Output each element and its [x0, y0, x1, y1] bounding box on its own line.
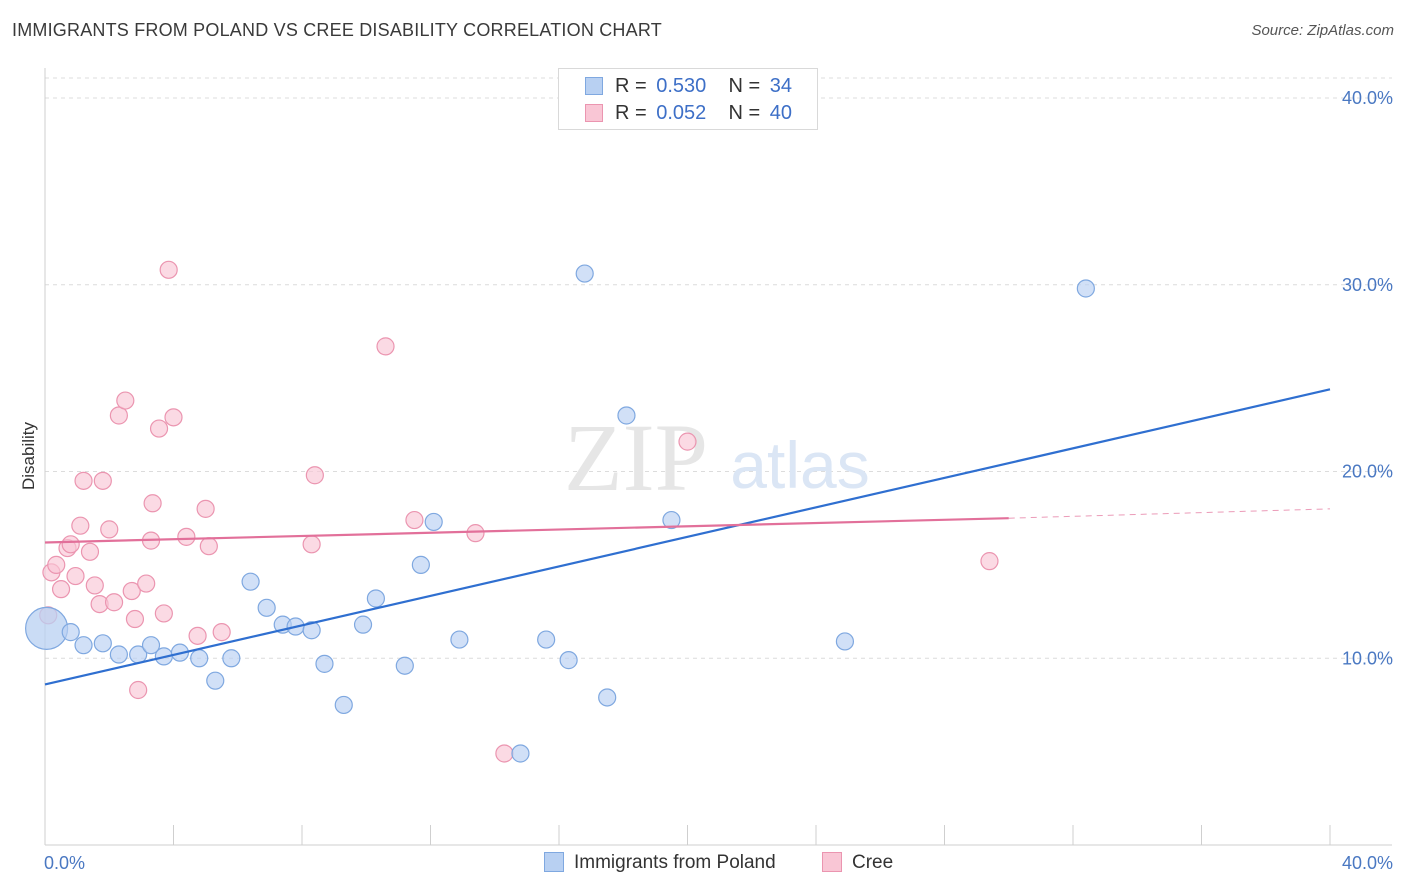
series-swatch-cree: [822, 852, 842, 872]
poland-point: [241, 572, 260, 591]
cree-point: [137, 574, 156, 593]
poland-point: [302, 621, 321, 640]
poland-point: [206, 671, 225, 690]
poland-point: [575, 264, 594, 283]
poland-point: [353, 615, 373, 634]
poland-point: [598, 688, 617, 707]
cree-point: [125, 609, 145, 629]
cree-point: [100, 520, 119, 539]
correlation-legend: R = 0.530 N = 34 R = 0.052 N = 40: [558, 68, 818, 130]
cree-point: [159, 260, 178, 279]
cree-point: [495, 744, 514, 763]
cree-point: [61, 535, 80, 554]
source-label: Source: ZipAtlas.com: [1251, 22, 1394, 39]
poland-point: [222, 649, 241, 668]
poland-point: [662, 510, 681, 530]
x-tick-label: 40.0%: [1342, 853, 1393, 873]
poland-point: [93, 634, 112, 653]
cree-point: [85, 576, 104, 595]
x-tick-label: 0.0%: [44, 853, 85, 873]
legend-n-label: N =: [728, 75, 761, 97]
cree-point: [302, 535, 321, 554]
cree-point: [129, 680, 148, 700]
cree-point: [177, 527, 196, 546]
poland-point: [424, 512, 443, 532]
poland-point: [257, 598, 276, 617]
poland-point: [511, 744, 530, 763]
legend-r-value-cree: 0.052: [656, 102, 707, 124]
y-tick-label: 20.0%: [1342, 462, 1393, 482]
series-swatch-poland: [544, 852, 564, 872]
poland-point: [61, 623, 80, 642]
poland-point: [1076, 279, 1095, 298]
legend-n-value-cree: 40: [769, 102, 793, 124]
series-label-cree: Cree: [852, 852, 894, 873]
poland-point: [315, 654, 334, 673]
legend-row-cree: R = 0.052 N = 40: [585, 102, 792, 126]
poland-point: [25, 606, 69, 650]
cree-point: [678, 432, 697, 451]
y-tick-label: 40.0%: [1342, 88, 1393, 108]
cree-point: [196, 499, 215, 518]
poland-trend-line: [44, 388, 1331, 686]
y-tick-label: 10.0%: [1342, 648, 1393, 668]
poland-point: [559, 651, 578, 670]
series-legend-cree: Cree: [822, 852, 893, 874]
watermark-zip: ZIP: [564, 404, 708, 511]
poland-point: [366, 589, 385, 608]
legend-row-poland: R = 0.530 N = 34: [585, 75, 792, 99]
cree-point: [93, 471, 112, 490]
cree-point: [116, 391, 135, 410]
cree-point: [47, 555, 66, 574]
cree-point: [405, 510, 424, 530]
legend-r-label: R =: [615, 102, 647, 124]
cree-point: [66, 566, 85, 586]
cree-trend-extension: [1008, 508, 1331, 519]
cree-point: [154, 604, 173, 623]
poland-point: [395, 656, 414, 675]
poland-point: [141, 636, 161, 655]
poland-point: [74, 636, 93, 655]
series-label-poland: Immigrants from Poland: [574, 852, 776, 873]
cree-point: [164, 408, 183, 427]
cree-point: [188, 626, 207, 645]
cree-point: [149, 419, 169, 438]
poland-point: [411, 555, 430, 574]
legend-swatch-poland: [585, 77, 603, 95]
watermark-atlas: atlas: [730, 428, 869, 502]
cree-point: [305, 466, 324, 485]
cree-point: [376, 337, 395, 356]
cree-point: [71, 516, 90, 535]
legend-r-value-poland: 0.530: [656, 75, 707, 97]
series-legend-poland: Immigrants from Poland: [544, 852, 776, 874]
cree-trend-line: [44, 517, 1009, 544]
cree-point: [199, 537, 218, 556]
poland-point: [835, 632, 855, 651]
y-tick-label: 30.0%: [1342, 275, 1393, 295]
poland-point: [537, 630, 556, 649]
y-axis-label: Disability: [19, 421, 38, 490]
legend-r-label: R =: [615, 75, 647, 97]
legend-n-value-poland: 34: [769, 75, 793, 97]
cree-point: [80, 542, 100, 561]
poland-point: [109, 645, 128, 664]
cree-point: [143, 494, 162, 513]
cree-point: [122, 581, 141, 601]
poland-point: [617, 406, 636, 425]
cree-point: [104, 593, 124, 612]
legend-swatch-cree: [585, 104, 603, 122]
cree-point: [212, 623, 231, 642]
cree-point: [74, 471, 93, 490]
poland-point: [190, 649, 209, 668]
poland-point: [450, 630, 469, 649]
cree-point: [466, 524, 485, 543]
cree-point: [51, 580, 71, 599]
chart-title: IMMIGRANTS FROM POLAND VS CREE DISABILIT…: [12, 20, 662, 40]
legend-n-label: N =: [728, 102, 761, 124]
watermark: ZIP atlas: [564, 404, 870, 511]
poland-point: [334, 695, 353, 715]
cree-point: [980, 552, 999, 571]
